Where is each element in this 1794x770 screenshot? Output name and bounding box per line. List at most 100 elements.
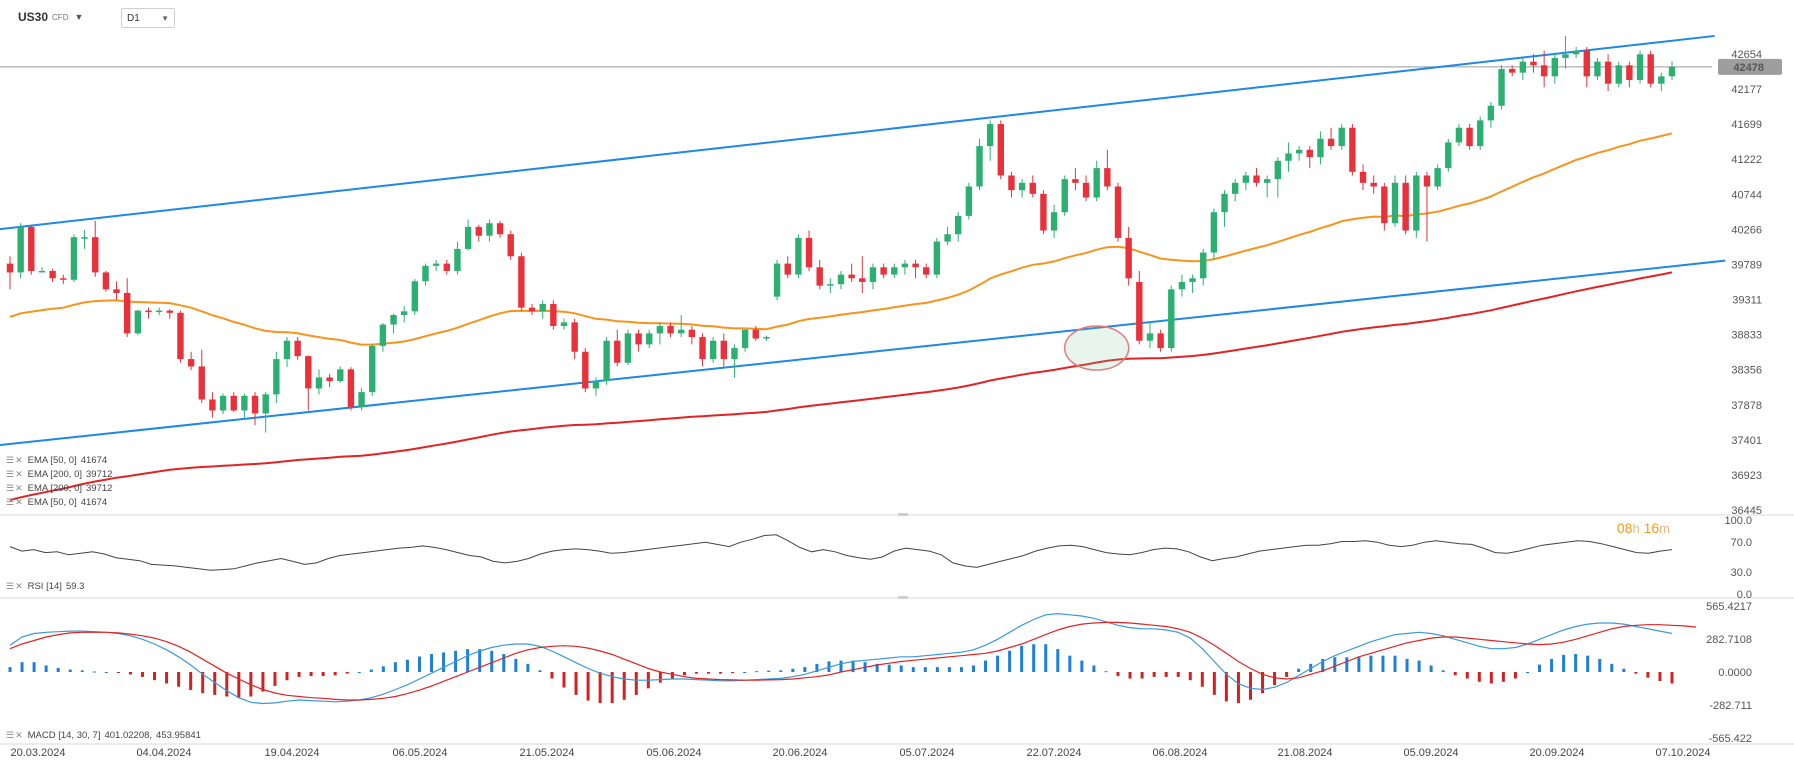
candle-body — [837, 274, 845, 285]
candle — [550, 300, 557, 330]
price-tick-label: 42177 — [1731, 84, 1762, 96]
indicator-tools-icon[interactable]: ☰✕ — [6, 730, 24, 740]
indicator-tools-icon[interactable]: ☰✕ — [6, 455, 24, 465]
candle-body — [155, 310, 163, 313]
candle — [1018, 179, 1026, 198]
indicator-tools-icon[interactable]: ☰✕ — [6, 469, 24, 479]
candle-body — [49, 270, 56, 279]
date-tick-label: 06.05.2024 — [392, 747, 447, 759]
macd-histogram-bar — [1032, 644, 1036, 672]
candle-body — [1210, 212, 1218, 253]
indicator-legend-ema200[interactable]: ☰✕ EMA [200, 0] 39712 — [6, 483, 113, 494]
macd-legend[interactable]: ☰✕ MACD [14, 30, 7] 401.02208, 453.95841 — [6, 730, 201, 741]
macd-histogram-bar — [1236, 672, 1240, 704]
candle — [1349, 124, 1356, 176]
candle-body — [1231, 182, 1239, 194]
macd-tick-label: 282.7108 — [1706, 634, 1752, 646]
indicator-legend-ema200[interactable]: ☰✕ EMA [200, 0] 39712 — [6, 469, 113, 480]
macd-histogram-bar — [285, 672, 289, 681]
macd-histogram-bar — [1405, 658, 1409, 672]
candle-body — [60, 278, 67, 280]
indicator-legend-ema50[interactable]: ☰✕ EMA [50, 0] 41674 — [6, 497, 108, 508]
indicator-tools-icon[interactable]: ☰✕ — [6, 581, 24, 591]
macd-histogram-bar — [682, 672, 686, 676]
rsi-panel[interactable]: 100.0 70.0 30.0 0.0 — [9, 515, 1752, 601]
ema200-path — [9, 271, 1673, 501]
candle-body — [869, 267, 877, 282]
candle — [315, 369, 323, 395]
panel-resize-handle[interactable] — [898, 596, 908, 599]
candle-body — [954, 215, 962, 235]
price-axis[interactable]: 42654 42177 41699 41222 40744 40266 39789 39311… — [1718, 49, 1782, 517]
candlestick-series[interactable] — [6, 35, 1676, 433]
symbol-selector[interactable]: US30 CFD ▼ — [18, 8, 83, 26]
candle — [464, 219, 472, 251]
candle-body — [70, 237, 78, 280]
symbol-type: CFD — [52, 12, 69, 22]
macd-panel[interactable]: 565.4217 282.7108 0.0000 -282.711 -565.422 — [8, 601, 1753, 745]
candle-body — [720, 340, 728, 360]
candle-body — [6, 263, 14, 273]
macd-histogram-bar — [791, 668, 795, 672]
indicator-tools-icon[interactable]: ☰✕ — [6, 497, 24, 507]
macd-histogram-bar — [610, 672, 614, 704]
candle-body — [1040, 193, 1047, 231]
candle — [209, 392, 216, 418]
candle-body — [358, 392, 365, 407]
candle-body — [38, 270, 46, 273]
candle — [1519, 57, 1527, 80]
candle — [1221, 190, 1228, 227]
candle-body — [1572, 50, 1580, 55]
candle — [1562, 35, 1569, 69]
candle-body — [1157, 333, 1164, 349]
rsi-legend[interactable]: ☰✕ RSI [14] 59.3 — [6, 581, 85, 592]
macd-histogram-bar — [1056, 649, 1060, 672]
candle-body — [1551, 57, 1559, 77]
chevron-down-icon: ▼ — [74, 12, 84, 22]
current-price-label: 42478 — [1733, 62, 1764, 74]
candle-body — [230, 395, 237, 411]
indicator-legend-ema50[interactable]: ☰✕ EMA [50, 0] 41674 — [6, 455, 108, 466]
macd-histogram-bar — [140, 672, 144, 677]
candle-body — [475, 226, 482, 236]
candle-body — [1455, 127, 1463, 143]
candle — [390, 313, 397, 334]
candle-body — [752, 329, 759, 339]
candle-body — [1530, 61, 1537, 66]
candle — [1647, 50, 1654, 88]
candle-body — [1647, 54, 1654, 84]
candle — [1572, 46, 1580, 58]
macd-histogram-bar — [971, 665, 975, 672]
macd-histogram-bar — [128, 672, 132, 675]
date-axis[interactable]: 20.03.2024 04.04.2024 19.04.2024 06.05.2024… — [10, 747, 1710, 759]
candle — [592, 377, 600, 396]
macd-histogram-bar — [1369, 655, 1373, 672]
candle — [1668, 61, 1676, 80]
candle-body — [1189, 278, 1196, 282]
candle-body — [1317, 138, 1324, 158]
candle-body — [539, 303, 546, 312]
date-tick-label: 04.04.2024 — [136, 747, 191, 759]
candle-body — [1061, 179, 1068, 213]
candle-body — [241, 395, 248, 411]
panel-resize-handle[interactable] — [898, 513, 908, 516]
candle — [656, 322, 664, 345]
candle-body — [422, 265, 429, 282]
macd-histogram-bar — [1513, 672, 1517, 679]
price-tick-label: 41222 — [1731, 154, 1762, 166]
candle-body — [1498, 68, 1505, 106]
rsi-tick-label: 30.0 — [1731, 567, 1752, 579]
macd-histogram-bar — [598, 672, 602, 704]
candle-body — [614, 340, 621, 363]
candle — [60, 274, 67, 285]
indicator-tools-icon[interactable]: ☰✕ — [6, 483, 24, 493]
macd-histogram-bar — [851, 660, 855, 672]
macd-histogram-bar — [92, 671, 96, 673]
candle — [1157, 329, 1164, 352]
macd-histogram-bar — [56, 667, 60, 672]
candle-body — [1263, 179, 1271, 183]
candle-body — [688, 329, 696, 338]
timeframe-select[interactable]: D1 ▼ — [121, 8, 175, 28]
macd-histogram-bar — [1622, 668, 1626, 672]
